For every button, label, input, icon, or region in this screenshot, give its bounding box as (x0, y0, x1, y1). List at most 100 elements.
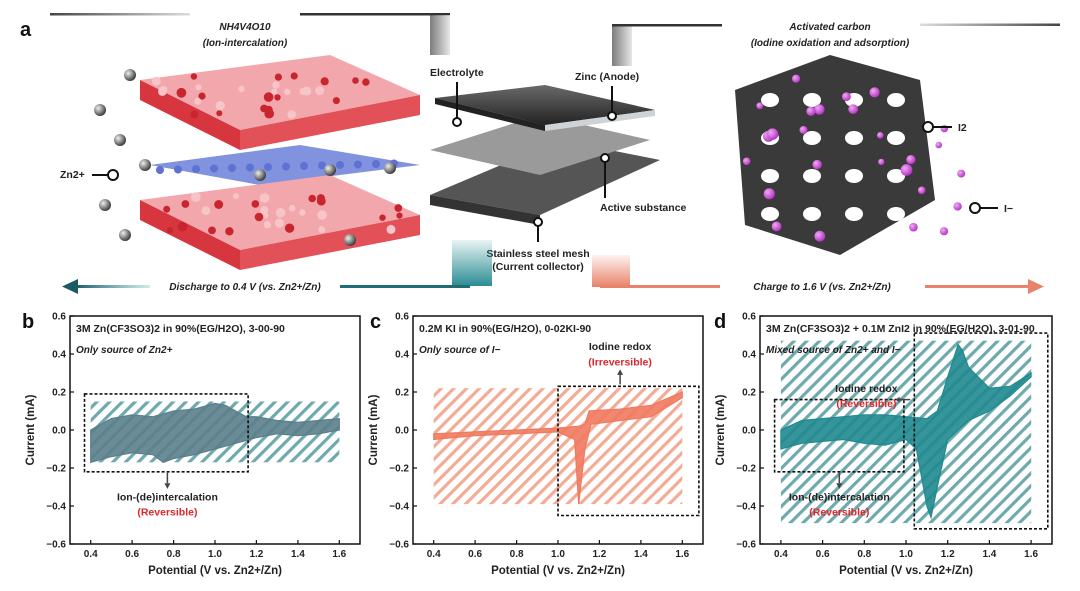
discharge-riser (452, 240, 492, 286)
iodine-sphere (756, 102, 764, 110)
iodine-sphere (939, 227, 949, 236)
crystal-atom (316, 196, 326, 206)
crystal-atom (176, 87, 187, 98)
label-mesh-line1: Stainless steel mesh (486, 248, 589, 260)
crystal-bottom-slab-side (140, 200, 240, 270)
zn-ion-sphere (99, 199, 111, 211)
carbon-pores (761, 93, 905, 221)
iodine-sphere (763, 188, 775, 200)
crystal-top-slab (140, 55, 420, 130)
iodine-sphere (848, 104, 859, 114)
label-zn-ion: Zn2+ (60, 169, 85, 181)
crystal-atom (201, 206, 211, 216)
crystal-atom (251, 200, 260, 208)
x-tick-label: 1.6 (675, 549, 689, 560)
cv-charts: b 0.6 0.4 0.2 0.0 −0.2 −0.4 −0.6 0.4 0.6 0.8 1.0 1.2… (22, 311, 1053, 577)
highlight-box (557, 385, 700, 517)
iodine-sphere (812, 159, 822, 170)
iodine-sphere (814, 104, 825, 115)
y-tick-label: 0.4 (395, 350, 409, 361)
iodine-sphere (917, 186, 926, 195)
y-tick-label: 0.4 (742, 350, 756, 361)
x-tick-label: 1.6 (332, 549, 346, 560)
charge-line-left (600, 285, 720, 288)
y-tick-label: −0.4 (46, 502, 66, 513)
iodine-sphere (906, 155, 916, 165)
iodine-sphere (953, 202, 962, 211)
crystal-atom (396, 212, 403, 219)
label-mesh-line2: (Current collector) (492, 261, 584, 273)
x-tick-label: 0.6 (125, 549, 139, 560)
crystal-atom (216, 110, 223, 117)
discharge-arrowhead (62, 279, 78, 294)
carbon-pore (761, 169, 779, 183)
left-title-bar-left (50, 13, 190, 16)
x-axis-label: Potential (V vs. Zn2+/Zn) (491, 565, 625, 577)
interlayer-atom (192, 165, 200, 173)
crystal-atom (260, 206, 269, 215)
x-tick-label: 0.4 (774, 549, 788, 560)
right-title-bar-right (920, 23, 1060, 26)
zn-ion-sphere (114, 134, 126, 146)
crystal-atom (320, 77, 329, 86)
x-tick-label: 1.0 (551, 549, 565, 560)
x-tick-label: 1.4 (634, 549, 648, 560)
i2-pointer-dot (922, 121, 934, 133)
crystal-atom (318, 226, 326, 234)
crystal-top-slab-front (240, 95, 420, 150)
panel-letter: c (370, 311, 381, 333)
iodine-sphere (814, 230, 826, 242)
right-title-bar-left (612, 24, 722, 27)
left-title-riser (430, 15, 450, 55)
crystal-atom (317, 210, 327, 220)
y-tick-label: −0.2 (389, 464, 409, 475)
crystal-atom (194, 97, 202, 105)
crystal-atom (379, 214, 386, 221)
y-tick-label: 0.0 (52, 426, 66, 437)
label-iodide: I− (1004, 203, 1013, 215)
zn-ion-sphere (124, 69, 136, 81)
discharge-label: Discharge to 0.4 V (vs. Zn2+/Zn) (169, 282, 321, 293)
zn-ion-sphere (324, 164, 336, 176)
right-subtitle: (Iodine oxidation and adsorption) (751, 38, 910, 49)
y-axis-label: Current (mA) (368, 394, 380, 465)
iodine-sphere (806, 106, 816, 116)
crystal-atom (181, 200, 190, 208)
chart-title: 0.2M KI in 90%(EG/H2O), 0-02KI-90 (419, 323, 591, 335)
x-tick-label: 1.4 (982, 549, 996, 560)
right-title: Activated carbon (788, 22, 870, 33)
interlayer-atom (282, 162, 290, 171)
chart-note: Mixed source of Zn2+ and I− (766, 345, 901, 356)
annotation-label: Iodine redox (589, 341, 652, 353)
y-tick-label: −0.6 (389, 540, 409, 551)
carbon-pore (887, 131, 905, 145)
electrolyte-pointer-dot (452, 117, 462, 127)
iodine-sphere (766, 128, 779, 140)
iodine-sphere (869, 87, 880, 98)
crystal-top-slab-side (140, 80, 240, 150)
interlayer-atom (264, 163, 272, 171)
label-i2: I2 (958, 122, 967, 134)
zinc-anode-plate (435, 85, 655, 125)
left-title: NH4V4O10 (219, 22, 271, 33)
crystal-atom (215, 101, 225, 111)
y-tick-label: 0.0 (395, 426, 409, 437)
crystal-atom (151, 76, 161, 86)
zn-ion-sphere (254, 169, 266, 181)
crystal-atom (275, 208, 286, 218)
interlayer-atom (174, 165, 182, 174)
zn-ion-sphere (119, 229, 131, 241)
mesh-pointer-dot (533, 217, 543, 227)
x-tick-label: 0.4 (84, 549, 98, 560)
chart-title: 3M Zn(CF3SO3)2 in 90%(EG/H2O), 3-00-90 (76, 323, 285, 335)
panel-a: a NH4V4O10 (Ion-intercalation) Activated… (20, 13, 1060, 294)
x-tick-label: 1.2 (941, 549, 955, 560)
y-tick-label: 0.6 (742, 312, 756, 323)
crystal-atom (208, 226, 216, 235)
annotation-arrowhead (617, 369, 624, 375)
interlayer-atom (300, 162, 308, 170)
chart-title: 3M Zn(CF3SO3)2 + 0.1M ZnI2 in 90%(EG/H2O… (766, 323, 1035, 335)
iodine-sphere (900, 164, 913, 176)
